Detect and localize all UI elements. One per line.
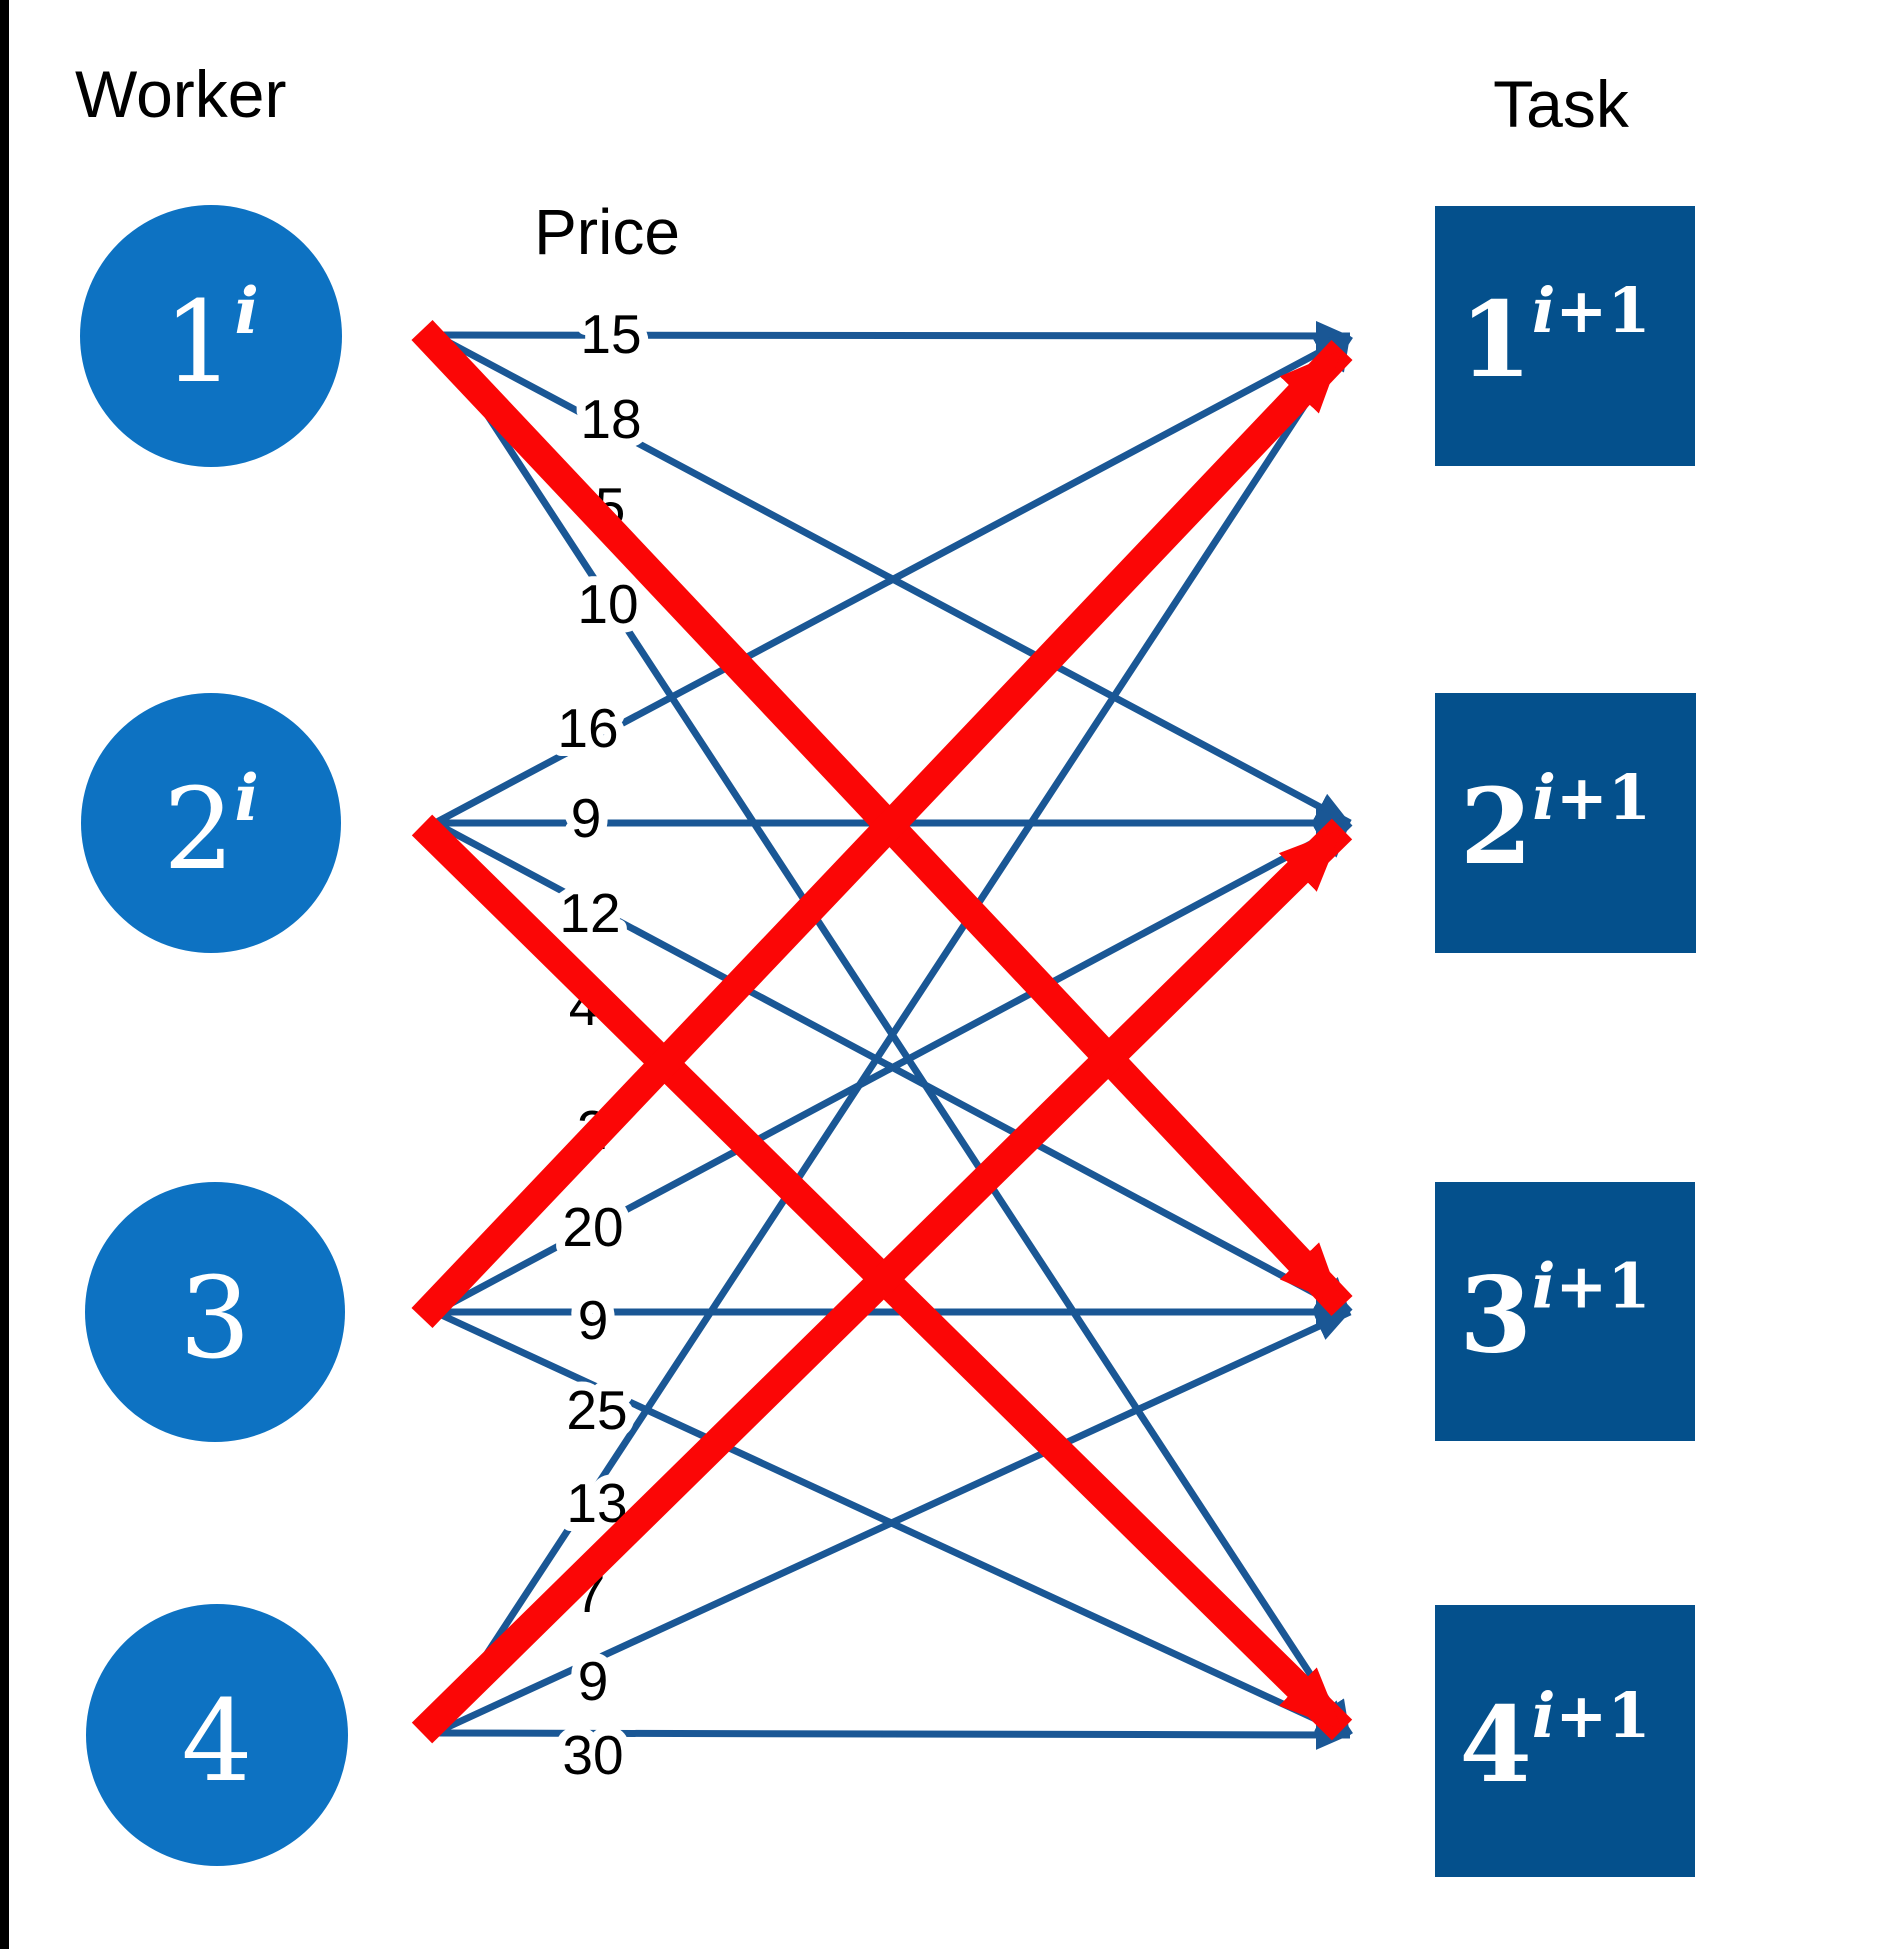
worker-node-label-1: 1i (163, 274, 259, 408)
price-label-worker2-task3: 12 (559, 882, 620, 944)
assigned-edge-worker3-task1 (411, 340, 1353, 1328)
worker-node-2 (81, 693, 341, 953)
assignment-arrows-group (411, 320, 1353, 1744)
price-label-worker1-task2: 18 (580, 388, 641, 450)
task-node-label-2: 2i+1 (1460, 761, 1651, 888)
task-node-label-1: 1i+1 (1459, 274, 1650, 401)
edge-worker4-task3 (433, 1308, 1352, 1737)
worker-node-3 (85, 1182, 345, 1442)
edge-worker3-task2 (433, 819, 1352, 1316)
price-label-worker3-task4: 25 (566, 1379, 627, 1441)
price-label-worker3-task3: 9 (578, 1289, 609, 1351)
price-label-worker2-task1: 16 (557, 697, 618, 759)
price-label-worker3-task2: 20 (562, 1196, 623, 1258)
left-edge-black-bar (0, 0, 9, 1949)
price-label-worker2-task2: 9 (571, 787, 602, 849)
edge-worker1-task1 (434, 320, 1351, 351)
worker-column-title: Worker (75, 57, 286, 131)
nodes-group: 1i 2i 3 4 1i+1 2i+1 3i+1 4i+1 (80, 205, 1696, 1877)
task-column-title: Task (1493, 67, 1630, 141)
price-label-worker1-task1: 15 (580, 303, 641, 365)
task-node-1 (1435, 206, 1695, 466)
worker-node-1 (80, 205, 342, 467)
price-label-worker4-task3: 9 (578, 1650, 609, 1712)
task-node-3 (1435, 1182, 1695, 1441)
worker-node-label-2: 2i (163, 761, 259, 895)
worker-node-label-3: 3 (179, 1254, 250, 1384)
task-node-4 (1435, 1605, 1695, 1877)
edge-worker4-task4 (434, 1719, 1351, 1750)
task-node-2 (1435, 693, 1696, 953)
price-label-worker1-task4: 10 (577, 573, 638, 635)
task-node-label-3: 3i+1 (1459, 1250, 1650, 1377)
worker-node-4 (86, 1604, 348, 1866)
task-node-label-4: 4i+1 (1459, 1679, 1650, 1806)
edge-worker4-task1 (432, 334, 1353, 1735)
worker-node-label-4: 4 (181, 1677, 252, 1807)
assigned-edge-worker4-task2 (411, 818, 1353, 1744)
price-column-title: Price (534, 196, 680, 268)
edge-worker2-task1 (433, 332, 1352, 827)
price-label-worker4-task4: 30 (562, 1724, 623, 1786)
